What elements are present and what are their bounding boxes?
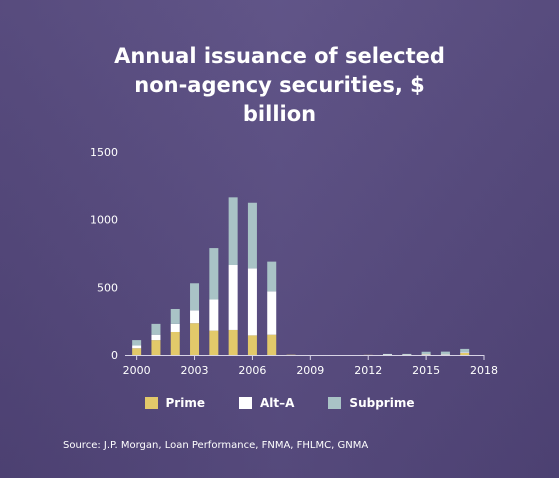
- bar-segment-subprime-2000: [132, 340, 142, 346]
- bar-segment-alt-a-2013: [383, 354, 393, 356]
- bar-segment-alt-a-2007: [267, 291, 277, 335]
- x-tick-label: 2012: [354, 364, 382, 377]
- legend: Prime Alt–A Subprime: [0, 396, 559, 410]
- bar-segment-prime-2004: [209, 330, 219, 355]
- x-tick-label: 2000: [123, 364, 151, 377]
- bar-segment-alt-a-2002: [170, 323, 180, 332]
- bar-segment-subprime-2017: [460, 348, 470, 353]
- bar-segment-subprime-2003: [190, 283, 200, 311]
- bar-segment-alt-a-2001: [151, 334, 161, 341]
- legend-item-subprime: Subprime: [328, 396, 414, 410]
- legend-item-prime: Prime: [144, 396, 205, 410]
- y-tick-label: 1500: [90, 146, 118, 159]
- x-tick-label: 2015: [412, 364, 440, 377]
- bar-segment-prime-2017: [460, 352, 470, 355]
- bar-segment-prime-2001: [151, 340, 161, 355]
- legend-swatch-prime: [144, 397, 158, 409]
- bar-segment-subprime-2014: [402, 353, 412, 355]
- bar-segment-prime-2003: [190, 323, 200, 355]
- bar-segment-prime-2007: [267, 334, 277, 355]
- bar-segment-subprime-2007: [267, 261, 277, 292]
- chart-title-line-3: billion: [242, 102, 317, 126]
- legend-label-prime: Prime: [165, 396, 205, 410]
- bar-segment-prime-2000: [132, 348, 142, 355]
- bar-segment-prime-2006: [247, 335, 257, 355]
- bar-segment-alt-a-2003: [190, 310, 200, 324]
- bar-segment-subprime-2004: [209, 248, 219, 300]
- x-axis-ticks: 2000 2003 2006 2009 2012 2015 2018: [123, 355, 498, 377]
- bar-segment-alt-a-2014: [402, 354, 412, 356]
- bar-segment-alt-a-2005: [228, 265, 238, 330]
- y-tick-label: 500: [97, 281, 118, 294]
- bar-segment-subprime-2002: [170, 308, 180, 324]
- bar-segment-subprime-2016: [440, 351, 450, 355]
- bar-segment-alt-a-2016: [440, 354, 450, 355]
- x-tick-label: 2018: [470, 364, 498, 377]
- legend-label-subprime: Subprime: [349, 396, 415, 410]
- chart-title-line-2: non-agency securities, $: [134, 73, 425, 97]
- y-tick-label: 1000: [90, 214, 118, 227]
- bars: [132, 197, 470, 356]
- bar-segment-prime-2005: [228, 329, 238, 355]
- legend-swatch-alt-a: [238, 397, 252, 409]
- legend-item-alt-a: Alt–A: [238, 396, 295, 410]
- x-tick-label: 2003: [181, 364, 209, 377]
- bar-segment-subprime-2015: [421, 351, 431, 355]
- bar-segment-subprime-2006: [247, 202, 257, 269]
- chart-title-line-1: Annual issuance of selected: [114, 44, 445, 68]
- source-note: Source: J.P. Morgan, Loan Performance, F…: [63, 440, 369, 451]
- y-axis-ticks: 0 500 1000 1500: [90, 146, 118, 362]
- bar-segment-alt-a-2006: [247, 268, 257, 336]
- bar-segment-subprime-2013: [383, 353, 393, 355]
- bar-segment-alt-a-2000: [132, 345, 142, 349]
- bar-segment-subprime-2005: [228, 197, 238, 266]
- y-tick-label: 0: [111, 349, 118, 362]
- legend-swatch-subprime: [328, 397, 342, 409]
- x-tick-label: 2009: [296, 364, 324, 377]
- chart-title: Annual issuance of selected non-agency s…: [0, 42, 559, 129]
- bar-segment-alt-a-2017: [460, 352, 470, 353]
- x-tick-label: 2006: [238, 364, 266, 377]
- bar-segment-alt-a-2015: [421, 354, 431, 355]
- bar-segment-prime-2002: [170, 331, 180, 355]
- bar-segment-alt-a-2004: [209, 299, 219, 331]
- legend-label-alt-a: Alt–A: [259, 396, 295, 410]
- bar-segment-subprime-2001: [151, 323, 161, 335]
